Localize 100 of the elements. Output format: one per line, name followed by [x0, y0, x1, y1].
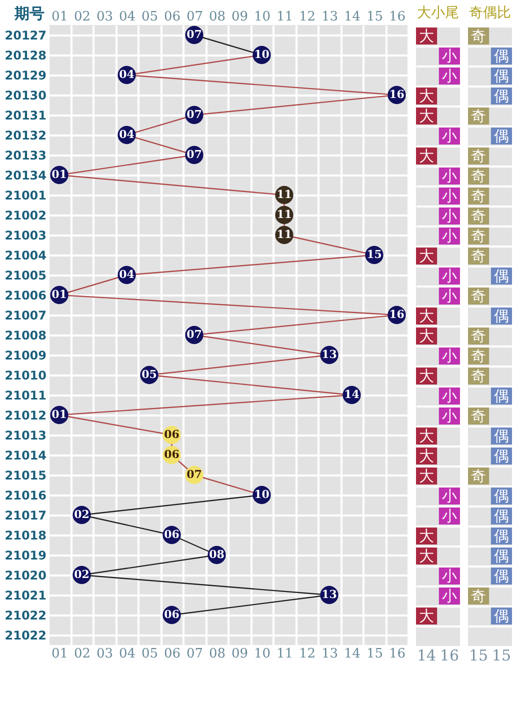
text: 奇 — [471, 327, 486, 345]
x-tick-label: 09 — [231, 646, 248, 662]
x-tick-label: 05 — [141, 646, 158, 662]
y-tick-label: 21005 — [4, 268, 46, 282]
y-tick-label: 21012 — [4, 408, 46, 422]
x-tick-label: 01 — [51, 646, 68, 662]
y-tick-label: 21015 — [4, 468, 46, 482]
y-tick-label: 21022 — [4, 608, 46, 622]
y-tick-label: 20132 — [4, 128, 46, 142]
data-label: 01 — [52, 288, 67, 301]
text: 大 — [419, 87, 434, 105]
text: 大 — [419, 527, 434, 545]
x2-tick-label: 06 — [164, 10, 181, 24]
y-tick-label: 20130 — [4, 88, 46, 102]
text: 大 — [419, 447, 434, 465]
x2-tick-label: 08 — [208, 10, 226, 24]
x-tick-label: 07 — [186, 646, 204, 662]
text: 小 — [442, 127, 457, 145]
x-tick-label: 14 — [344, 646, 361, 662]
data-label: 07 — [186, 468, 202, 481]
y-tick-label: 21016 — [4, 488, 46, 502]
data-label: 16 — [389, 88, 405, 101]
text: 小 — [442, 187, 457, 205]
x-tick-label: 15 — [366, 646, 384, 662]
text: 奇 — [471, 27, 486, 45]
text: 大 — [419, 467, 434, 485]
x-tick-label: 12 — [298, 646, 316, 662]
data-label: 08 — [209, 548, 225, 561]
data-label: 11 — [276, 228, 292, 241]
y-tick-label: 20127 — [4, 28, 46, 42]
data-label: 14 — [344, 388, 360, 401]
text: 大 — [419, 367, 434, 385]
text: 小 — [442, 227, 457, 245]
data-label: 13 — [322, 588, 337, 601]
y-tick-label: 21020 — [4, 568, 46, 582]
data-label: 07 — [186, 328, 202, 341]
text: 偶 — [494, 447, 509, 465]
data-label: 13 — [322, 348, 337, 361]
text: 奇偶比 — [469, 5, 511, 21]
data-label: 05 — [142, 368, 157, 381]
text: 奇 — [471, 167, 486, 185]
text: 偶 — [494, 527, 509, 545]
text: 奇 — [471, 247, 486, 265]
text: 大 — [419, 547, 434, 565]
y-tick-label: 20129 — [4, 68, 46, 82]
y-tick-label: 21004 — [4, 248, 46, 262]
x2-tick-label: 15 — [366, 10, 384, 24]
text: 偶 — [494, 87, 509, 105]
data-label: 10 — [254, 488, 270, 501]
text: 奇 — [471, 587, 486, 605]
data-label: 04 — [119, 128, 135, 141]
y-tick-label: 21008 — [4, 328, 46, 342]
x-tick-label: 10 — [254, 646, 271, 662]
text: 小 — [442, 207, 457, 225]
text: 小 — [442, 167, 457, 185]
y-tick-label: 21001 — [4, 188, 46, 202]
text: 偶 — [494, 67, 509, 85]
y-tick-label: 20133 — [4, 148, 46, 162]
text: 偶 — [494, 507, 509, 525]
data-label: 02 — [74, 568, 90, 581]
text: 奇 — [471, 347, 486, 365]
y-tick-label: 21003 — [4, 228, 46, 242]
x2-tick-label: 04 — [118, 10, 136, 24]
text: 大 — [419, 307, 434, 325]
text: 小 — [442, 507, 457, 525]
text: 奇 — [471, 187, 486, 205]
y-tick-label: 21013 — [4, 428, 46, 442]
y-tick-label: 21019 — [4, 548, 46, 562]
data-label: 11 — [276, 188, 292, 201]
text: 小 — [442, 347, 457, 365]
x2-tick-label: 14 — [344, 10, 361, 24]
data-label: 16 — [389, 308, 405, 321]
x2-tick-label: 01 — [51, 10, 68, 24]
data-label: 02 — [74, 508, 90, 521]
data-label: 01 — [52, 168, 67, 181]
x-tick-label: 04 — [118, 646, 136, 662]
y-tick-label: 21006 — [4, 288, 46, 302]
text: 偶 — [494, 47, 509, 65]
text: 小 — [442, 67, 457, 85]
text: 小 — [442, 267, 457, 285]
x-tick-label: 16 — [388, 646, 406, 662]
text: 大 — [419, 27, 434, 45]
data-label: 07 — [186, 108, 202, 121]
text: 大 — [419, 147, 434, 165]
x-tick-label: 11 — [276, 646, 294, 662]
x-tick-label: 08 — [208, 646, 226, 662]
data-label: 07 — [186, 28, 202, 41]
text: 大 — [419, 607, 434, 625]
text: 小 — [442, 567, 457, 585]
text: 偶 — [494, 427, 509, 445]
data-label: 04 — [119, 68, 135, 81]
data-label: 07 — [186, 148, 202, 161]
text: 奇 — [471, 207, 486, 225]
x-tick-label: 03 — [96, 646, 114, 662]
text: 小 — [442, 47, 457, 65]
text: 大小尾 — [417, 5, 459, 21]
text: 奇 — [471, 287, 486, 305]
x-tick-label: 02 — [74, 646, 91, 662]
x2-tick-label: 12 — [298, 10, 316, 24]
data-label: 06 — [164, 448, 180, 461]
